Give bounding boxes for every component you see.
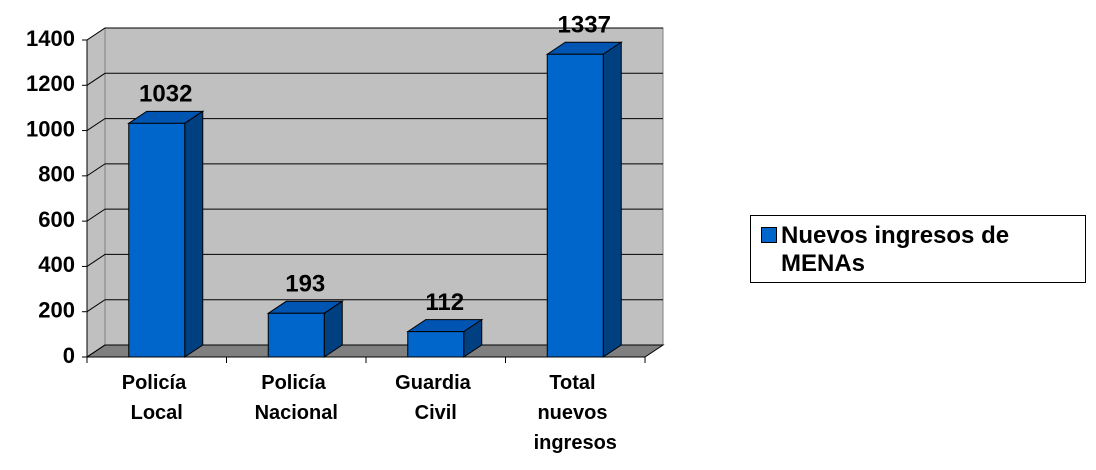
y-tick-label: 200: [38, 298, 75, 323]
x-tick-label-line: Civil: [415, 402, 457, 424]
y-tick-label: 600: [38, 207, 75, 232]
grid-line: [86, 253, 663, 267]
grid-line: [86, 72, 663, 86]
grid-line: [86, 208, 663, 222]
y-tick-label: 1400: [26, 26, 75, 51]
y-tick-label: 1200: [26, 71, 75, 96]
x-tick-label: Guardia Civil: [395, 372, 476, 424]
y-tick-label: 1000: [26, 116, 75, 141]
grid-line: [86, 163, 663, 177]
legend-label: Nuevos ingresos de MENAs: [781, 222, 1010, 277]
bar-side: [184, 110, 204, 358]
value-label: 1337: [558, 12, 611, 39]
legend: Nuevos ingresos de MENAs: [750, 215, 1086, 283]
bar: [407, 331, 465, 358]
x-tick-label: Total nuevos ingresos: [534, 372, 617, 454]
x-tick-label: Policía Local: [122, 372, 192, 424]
y-tick-label: 800: [38, 162, 75, 187]
value-label: 193: [285, 271, 325, 298]
x-tick-label-line: Policía: [122, 372, 192, 394]
value-label: 1032: [139, 81, 192, 108]
y-tick-label: 400: [38, 252, 75, 277]
x-tick-label-line: Local: [131, 402, 183, 424]
x-tick-label-line: Total: [549, 372, 601, 394]
grid-line: [86, 27, 663, 41]
value-label: 112: [425, 289, 464, 316]
x-tick-label-line: nuevos: [537, 402, 613, 424]
y-tick-label: 0: [63, 343, 75, 368]
grid-line: [86, 299, 663, 313]
x-tick-label-line: ingresos: [534, 432, 617, 454]
x-tick-label-line: Guardia: [395, 372, 476, 394]
bar: [267, 312, 325, 358]
legend-key: [761, 227, 777, 243]
x-tick-label: Policía Nacional: [255, 372, 338, 424]
side-wall: [86, 27, 106, 358]
bar-side: [602, 41, 622, 358]
bar: [546, 53, 604, 358]
bar: [128, 122, 186, 358]
grid-line: [86, 118, 663, 131]
x-tick-label-line: Nacional: [255, 402, 338, 424]
x-tick-label-line: Policía: [261, 372, 331, 394]
